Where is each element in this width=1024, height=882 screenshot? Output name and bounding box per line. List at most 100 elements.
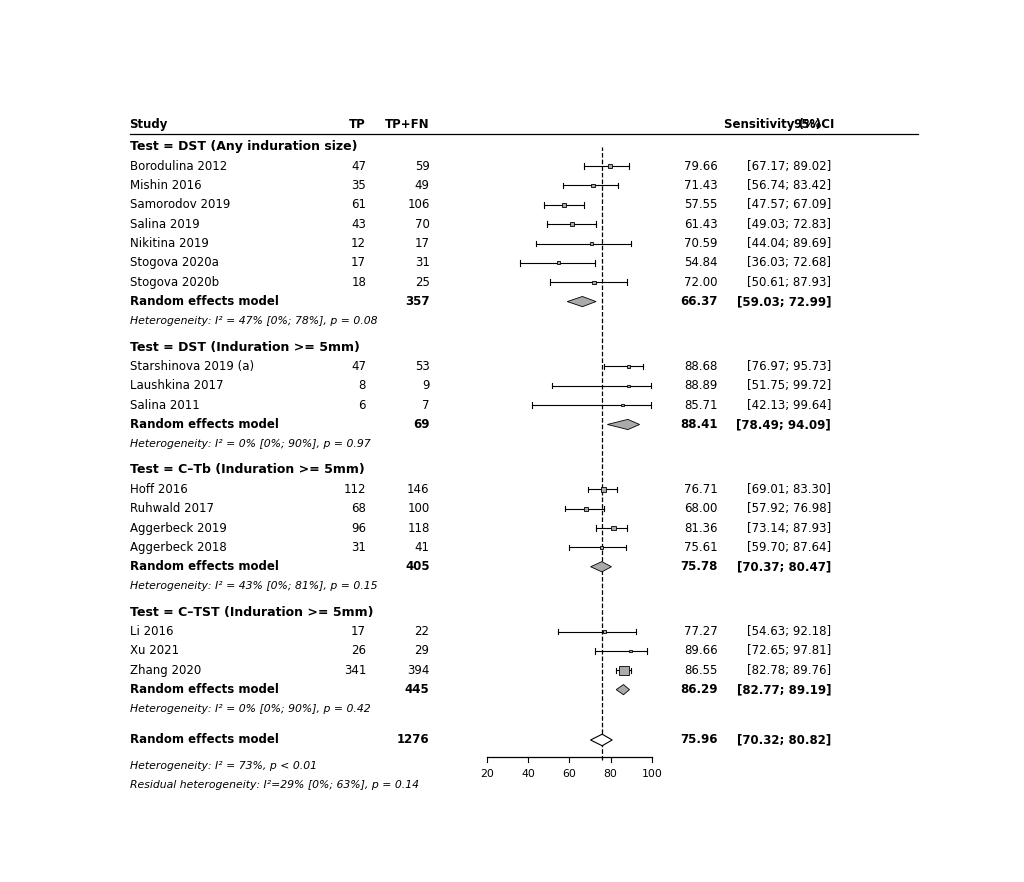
Text: 88.89: 88.89 xyxy=(684,379,718,392)
Text: 60: 60 xyxy=(562,768,577,779)
Text: 118: 118 xyxy=(408,521,430,534)
Bar xyxy=(570,222,574,226)
Text: Aggerbeck 2018: Aggerbeck 2018 xyxy=(130,541,226,554)
Text: 70: 70 xyxy=(415,218,430,231)
Text: 100: 100 xyxy=(641,768,663,779)
Text: 76.71: 76.71 xyxy=(684,482,718,496)
Text: [44.04; 89.69]: [44.04; 89.69] xyxy=(746,237,831,250)
Text: 61.43: 61.43 xyxy=(684,218,718,231)
Text: Zhang 2020: Zhang 2020 xyxy=(130,664,201,676)
Bar xyxy=(590,243,593,245)
Text: Random effects model: Random effects model xyxy=(130,734,279,746)
Text: Heterogeneity: I² = 0% [0%; 90%], p = 0.97: Heterogeneity: I² = 0% [0%; 90%], p = 0.… xyxy=(130,439,371,449)
Bar xyxy=(628,385,630,387)
Text: 68.00: 68.00 xyxy=(684,502,718,515)
Text: 68: 68 xyxy=(351,502,367,515)
Text: 31: 31 xyxy=(415,257,430,269)
Text: 61: 61 xyxy=(351,198,367,212)
Text: 66.37: 66.37 xyxy=(680,295,718,308)
Text: 112: 112 xyxy=(344,482,367,496)
Text: Random effects model: Random effects model xyxy=(130,684,279,696)
Text: Li 2016: Li 2016 xyxy=(130,625,173,638)
Bar xyxy=(621,404,624,407)
Text: 95%CI: 95%CI xyxy=(794,118,836,131)
Text: [54.63; 92.18]: [54.63; 92.18] xyxy=(746,625,831,638)
Text: [69.01; 83.30]: [69.01; 83.30] xyxy=(748,482,831,496)
Text: 25: 25 xyxy=(415,276,430,288)
Bar xyxy=(562,203,566,206)
Text: Heterogeneity: I² = 43% [0%; 81%], p = 0.15: Heterogeneity: I² = 43% [0%; 81%], p = 0… xyxy=(130,581,377,591)
Bar xyxy=(603,631,606,633)
Polygon shape xyxy=(591,562,611,572)
Text: 80: 80 xyxy=(603,768,617,779)
Polygon shape xyxy=(591,734,612,746)
Text: 394: 394 xyxy=(408,664,430,676)
Text: Hoff 2016: Hoff 2016 xyxy=(130,482,187,496)
Bar xyxy=(593,280,596,283)
Text: 81.36: 81.36 xyxy=(684,521,718,534)
Text: 47: 47 xyxy=(351,160,367,173)
Text: 405: 405 xyxy=(404,560,430,573)
Text: 106: 106 xyxy=(408,198,430,212)
Text: 71.43: 71.43 xyxy=(684,179,718,192)
Text: [73.14; 87.93]: [73.14; 87.93] xyxy=(746,521,831,534)
Text: Random effects model: Random effects model xyxy=(130,418,279,431)
Text: Test = C–TST (Induration >= 5mm): Test = C–TST (Induration >= 5mm) xyxy=(130,606,373,619)
Text: 9: 9 xyxy=(422,379,430,392)
Text: [42.13; 99.64]: [42.13; 99.64] xyxy=(746,399,831,412)
Text: 41: 41 xyxy=(415,541,430,554)
Text: 77.27: 77.27 xyxy=(684,625,718,638)
Text: [47.57; 67.09]: [47.57; 67.09] xyxy=(746,198,831,212)
Text: Heterogeneity: I² = 47% [0%; 78%], p = 0.08: Heterogeneity: I² = 47% [0%; 78%], p = 0… xyxy=(130,316,377,326)
Text: 12: 12 xyxy=(351,237,367,250)
Text: 31: 31 xyxy=(351,541,367,554)
Text: 49: 49 xyxy=(415,179,430,192)
Text: [57.92; 76.98]: [57.92; 76.98] xyxy=(746,502,831,515)
Bar xyxy=(600,546,603,549)
Text: 86.55: 86.55 xyxy=(684,664,718,676)
Text: Nikitina 2019: Nikitina 2019 xyxy=(130,237,209,250)
Bar xyxy=(627,365,630,368)
Text: Xu 2021: Xu 2021 xyxy=(130,645,179,657)
Text: 43: 43 xyxy=(351,218,367,231)
Text: 47: 47 xyxy=(351,360,367,373)
Text: Test = DST (Induration >= 5mm): Test = DST (Induration >= 5mm) xyxy=(130,340,359,354)
Text: Stogova 2020a: Stogova 2020a xyxy=(130,257,218,269)
Text: 18: 18 xyxy=(351,276,367,288)
Polygon shape xyxy=(616,684,630,695)
Text: Stogova 2020b: Stogova 2020b xyxy=(130,276,219,288)
Text: 20: 20 xyxy=(480,768,494,779)
Text: Laushkina 2017: Laushkina 2017 xyxy=(130,379,223,392)
Text: [82.78; 89.76]: [82.78; 89.76] xyxy=(746,664,831,676)
Text: 22: 22 xyxy=(415,625,430,638)
Text: 85.71: 85.71 xyxy=(684,399,718,412)
Text: 59: 59 xyxy=(415,160,430,173)
Text: 40: 40 xyxy=(521,768,535,779)
Text: 53: 53 xyxy=(415,360,430,373)
Text: Ruhwald 2017: Ruhwald 2017 xyxy=(130,502,214,515)
Text: Sensitivity (%): Sensitivity (%) xyxy=(724,118,821,131)
Bar xyxy=(601,487,606,491)
Bar xyxy=(584,507,588,511)
Text: 72.00: 72.00 xyxy=(684,276,718,288)
Text: 6: 6 xyxy=(358,399,367,412)
Text: [56.74; 83.42]: [56.74; 83.42] xyxy=(746,179,831,192)
Text: [76.97; 95.73]: [76.97; 95.73] xyxy=(746,360,831,373)
Text: Random effects model: Random effects model xyxy=(130,560,279,573)
Text: TP: TP xyxy=(349,118,367,131)
Text: TP+FN: TP+FN xyxy=(385,118,430,131)
Text: [70.32; 80.82]: [70.32; 80.82] xyxy=(737,734,831,746)
Text: Test = C–Tb (Induration >= 5mm): Test = C–Tb (Induration >= 5mm) xyxy=(130,463,365,476)
Polygon shape xyxy=(567,296,596,307)
Text: [59.70; 87.64]: [59.70; 87.64] xyxy=(746,541,831,554)
Text: Starshinova 2019 (a): Starshinova 2019 (a) xyxy=(130,360,254,373)
Text: 57.55: 57.55 xyxy=(684,198,718,212)
Text: 7: 7 xyxy=(422,399,430,412)
Text: Borodulina 2012: Borodulina 2012 xyxy=(130,160,227,173)
Text: 17: 17 xyxy=(415,237,430,250)
Text: 70.59: 70.59 xyxy=(684,237,718,250)
Text: Test = DST (Any induration size): Test = DST (Any induration size) xyxy=(130,140,357,153)
Text: Samorodov 2019: Samorodov 2019 xyxy=(130,198,230,212)
Bar xyxy=(591,184,595,187)
Text: [36.03; 72.68]: [36.03; 72.68] xyxy=(748,257,831,269)
